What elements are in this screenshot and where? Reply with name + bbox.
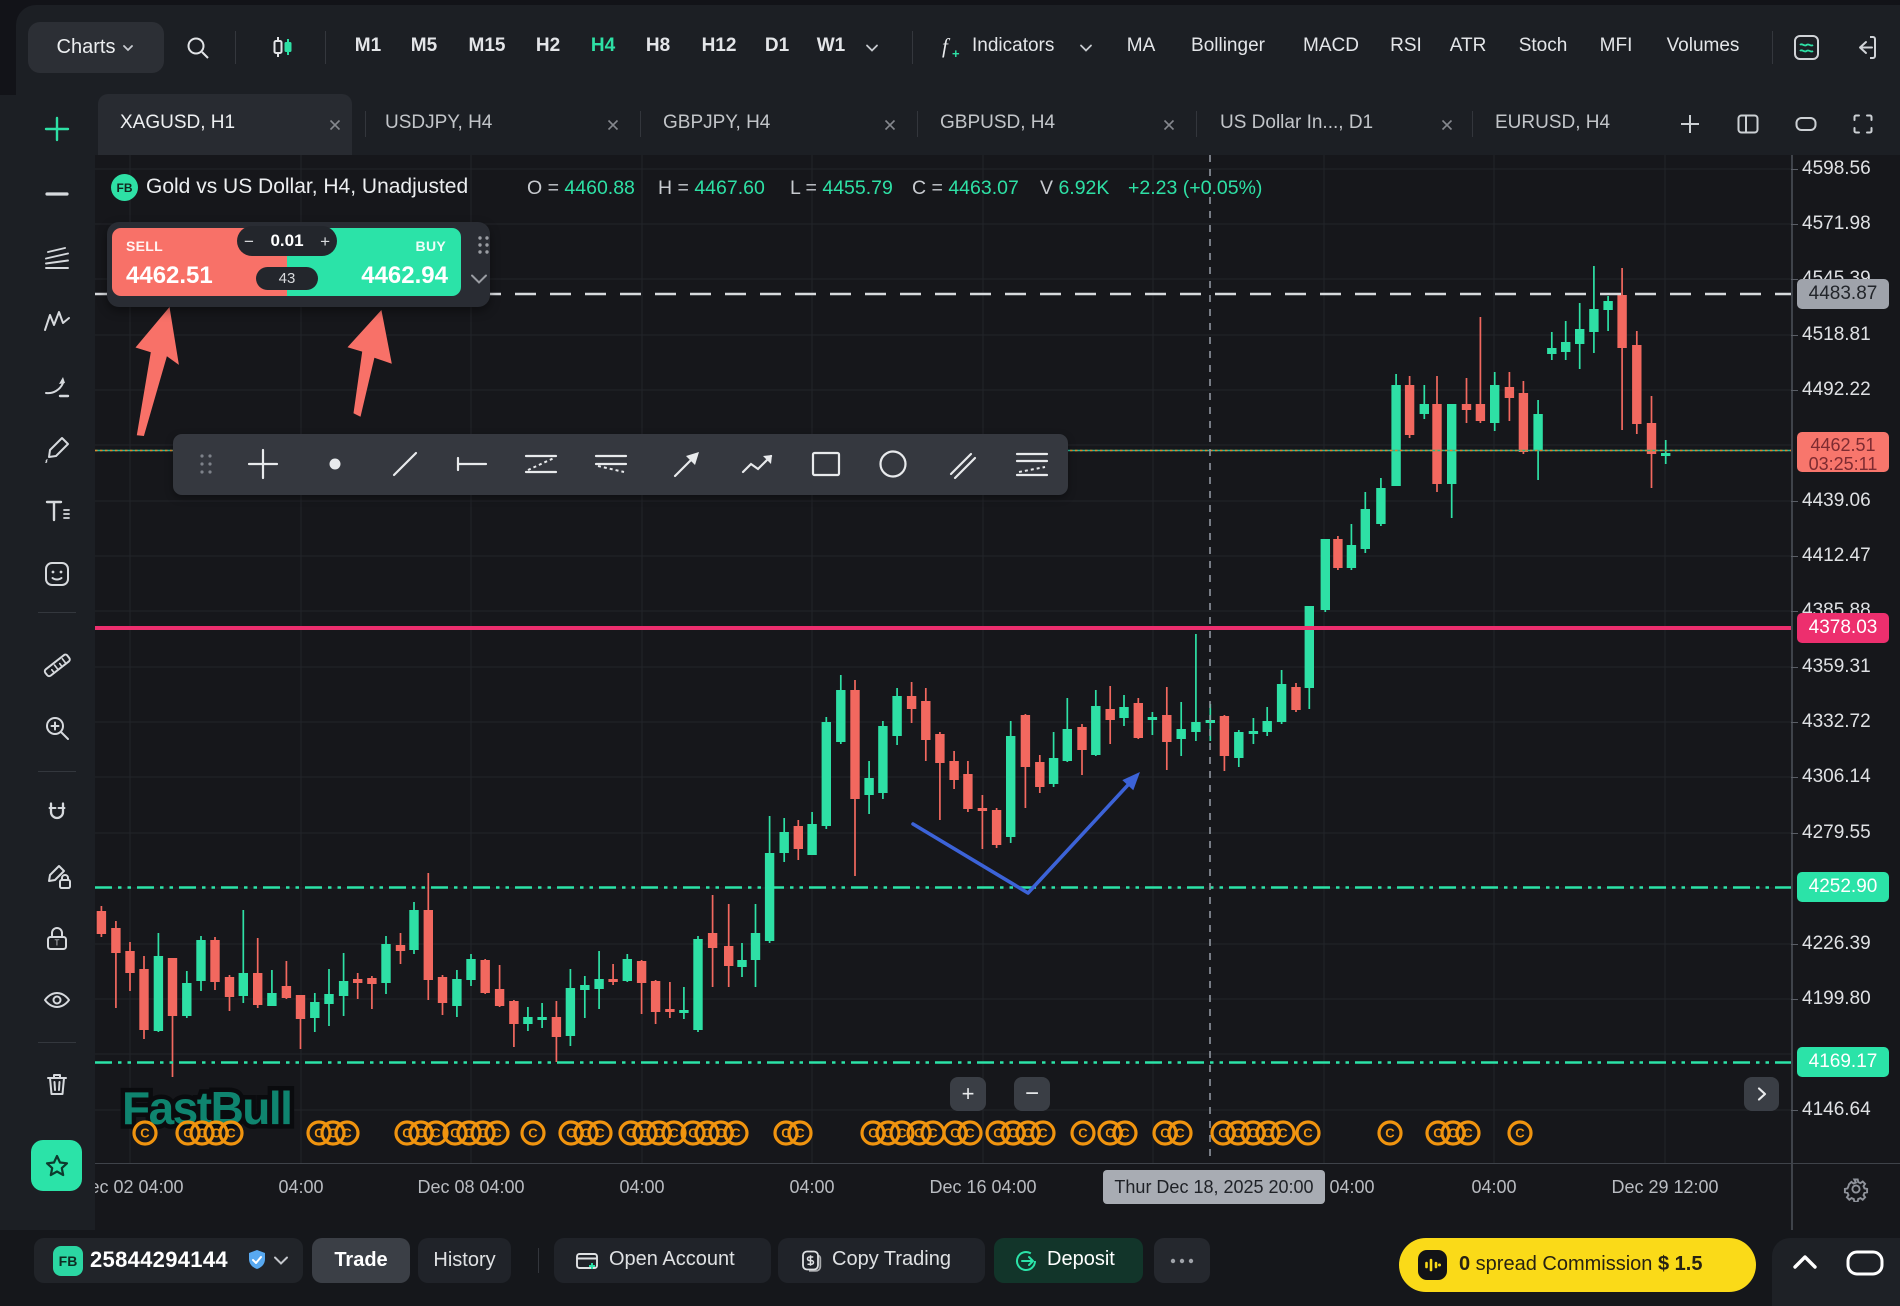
svg-text:C: C (595, 1126, 605, 1141)
svg-text:C: C (702, 1126, 712, 1141)
svg-text:C: C (1175, 1126, 1185, 1141)
svg-text:C: C (1233, 1126, 1243, 1141)
svg-text:C: C (950, 1126, 960, 1141)
svg-text:C: C (1160, 1126, 1170, 1141)
svg-text:C: C (883, 1126, 893, 1141)
svg-text:C: C (416, 1126, 426, 1141)
svg-text:f: f (942, 34, 951, 58)
svg-text:C: C (211, 1126, 221, 1141)
svg-text:C: C (1278, 1126, 1288, 1141)
svg-text:C: C (566, 1126, 576, 1141)
svg-text:C: C (140, 1126, 150, 1141)
svg-text:C: C (781, 1126, 791, 1141)
svg-text:C: C (478, 1126, 488, 1141)
svg-text:C: C (1385, 1126, 1395, 1141)
svg-text:T: T (55, 939, 60, 948)
svg-text:C: C (431, 1126, 441, 1141)
svg-text:C: C (1008, 1126, 1018, 1141)
svg-text:C: C (1248, 1126, 1258, 1141)
svg-text:C: C (342, 1126, 352, 1141)
svg-text:C: C (528, 1126, 538, 1141)
svg-text:C: C (1515, 1126, 1525, 1141)
svg-text:C: C (1463, 1126, 1473, 1141)
svg-text:C: C (1120, 1126, 1130, 1141)
svg-text:C: C (914, 1126, 924, 1141)
svg-text:C: C (450, 1126, 460, 1141)
svg-text:C: C (1023, 1126, 1033, 1141)
svg-text:C: C (993, 1126, 1003, 1141)
svg-text:C: C (688, 1126, 698, 1141)
svg-text:C: C (1433, 1126, 1443, 1141)
svg-text:C: C (897, 1126, 907, 1141)
svg-text:C: C (1263, 1126, 1273, 1141)
svg-text:C: C (402, 1126, 412, 1141)
svg-text:C: C (626, 1126, 636, 1141)
svg-text:C: C (1078, 1126, 1088, 1141)
svg-text:C: C (492, 1126, 502, 1141)
svg-text:C: C (654, 1126, 664, 1141)
svg-text:C: C (669, 1126, 679, 1141)
svg-text:C: C (581, 1126, 591, 1141)
svg-text:C: C (464, 1126, 474, 1141)
svg-text:+: + (952, 46, 960, 61)
svg-text:C: C (795, 1126, 805, 1141)
svg-text:C: C (1105, 1126, 1115, 1141)
svg-text:C: C (731, 1126, 741, 1141)
svg-text:C: C (328, 1126, 338, 1141)
svg-text:C: C (1038, 1126, 1048, 1141)
svg-text:C: C (226, 1126, 236, 1141)
svg-text:C: C (183, 1126, 193, 1141)
svg-text:C: C (197, 1126, 207, 1141)
svg-text:C: C (640, 1126, 650, 1141)
svg-text:C: C (868, 1126, 878, 1141)
svg-text:C: C (928, 1126, 938, 1141)
svg-text:C: C (1303, 1126, 1313, 1141)
svg-text:C: C (1448, 1126, 1458, 1141)
svg-text:C: C (716, 1126, 726, 1141)
svg-text:C: C (314, 1126, 324, 1141)
svg-text:C: C (965, 1126, 975, 1141)
svg-text:C: C (1218, 1126, 1228, 1141)
